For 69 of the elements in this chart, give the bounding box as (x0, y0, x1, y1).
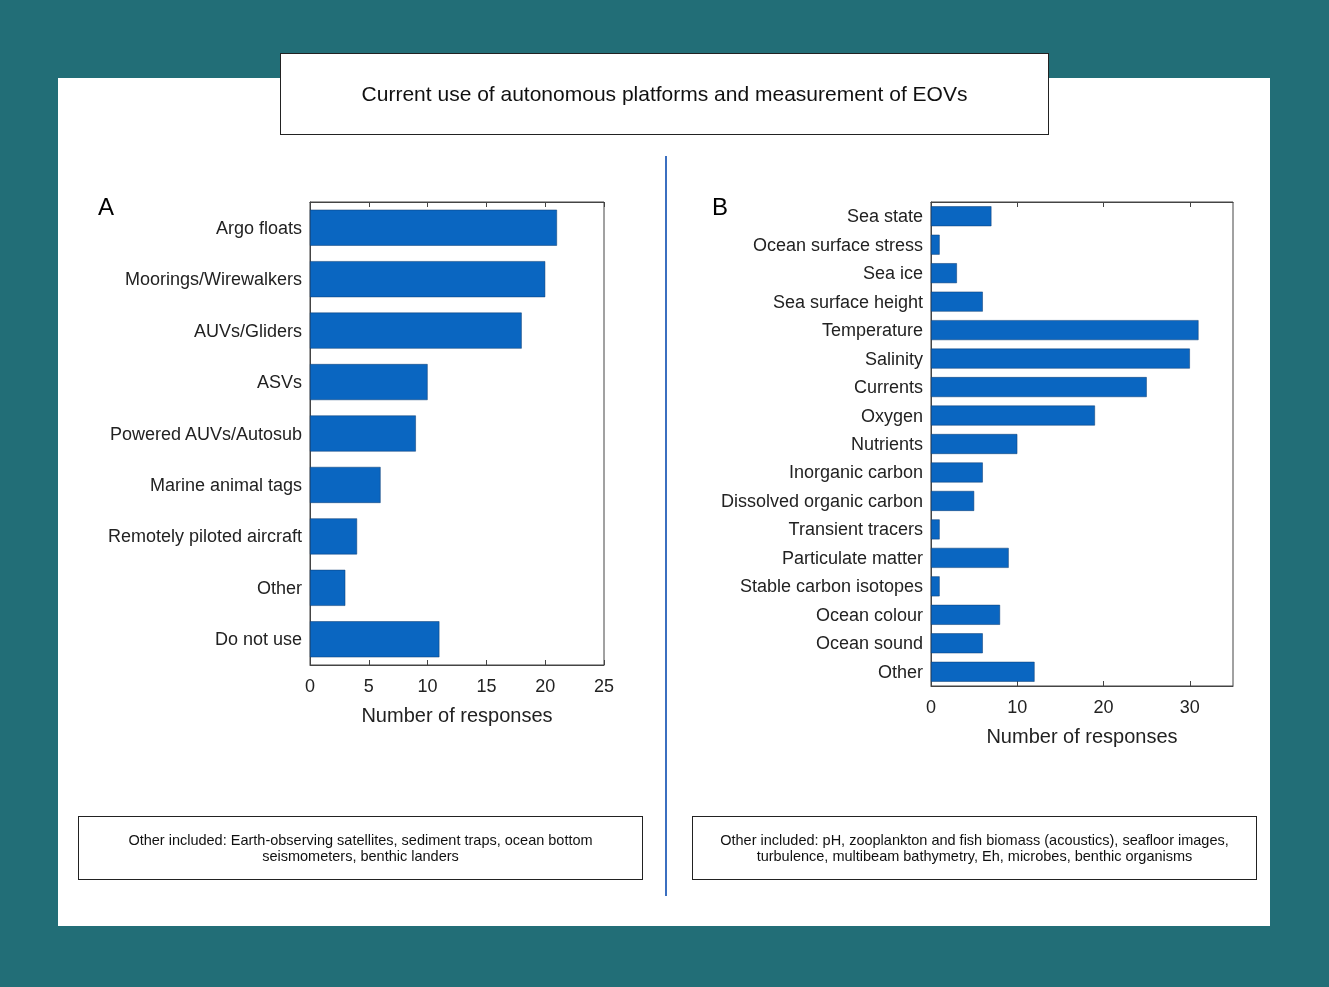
bar (310, 312, 522, 349)
bar (310, 466, 381, 503)
bar (931, 291, 983, 312)
bar (931, 434, 1018, 454)
bar (931, 604, 1001, 625)
bar (931, 320, 1199, 341)
y-tick-label: Other (877, 661, 923, 682)
y-tick-label: Currents (853, 377, 923, 398)
x-axis-title: Number of responses (361, 704, 553, 726)
bar (931, 206, 992, 227)
y-tick-label: Salinity (864, 348, 923, 369)
bar (310, 518, 358, 555)
bar (931, 633, 983, 654)
y-tick-label: Other (256, 577, 302, 598)
bar (931, 263, 957, 284)
y-tick-label: Temperature (821, 320, 923, 341)
text: B (712, 192, 729, 220)
y-tick-label: Sea surface height (772, 291, 923, 312)
bar (931, 462, 983, 483)
bar (310, 621, 440, 658)
bar (931, 661, 1035, 682)
y-tick-label: Do not use (214, 629, 302, 650)
x-axis-title: Number of responses (986, 725, 1178, 747)
y-tick-label: Argo floats (215, 217, 302, 238)
x-tick-label: 10 (1007, 697, 1028, 717)
bar (931, 576, 940, 597)
y-tick-label: Ocean sound (815, 633, 923, 654)
y-tick-label: ASVs (256, 372, 302, 393)
text: Current use of autonomous platforms and measurement of EOVs (280, 53, 1049, 135)
x-tick-label: 20 (535, 676, 556, 696)
x-tick-label: 20 (1093, 697, 1114, 717)
y-tick-label: Stable carbon isotopes (739, 576, 923, 597)
bar (931, 348, 1190, 369)
bar (931, 405, 1095, 426)
x-tick-label: 30 (1179, 697, 1200, 717)
bar (310, 415, 416, 452)
bar (931, 377, 1147, 398)
x-tick-label: 15 (476, 676, 497, 696)
y-tick-label: Remotely piloted aircraft (107, 526, 302, 547)
x-tick-label: 0 (925, 697, 937, 717)
bar (931, 519, 940, 540)
x-tick-label: 25 (593, 676, 615, 696)
x-tick-label: 0 (304, 676, 316, 696)
y-tick-label: Inorganic carbon (788, 462, 923, 483)
y-tick-label: Marine animal tags (149, 474, 302, 495)
bar (931, 234, 940, 255)
y-tick-label: Ocean colour (815, 604, 923, 625)
y-tick-label: Oxygen (860, 405, 923, 426)
bar (310, 261, 546, 298)
x-tick-label: 5 (363, 676, 374, 696)
bar (310, 209, 557, 246)
y-tick-label: Nutrients (850, 434, 923, 454)
text: A (98, 192, 115, 220)
y-tick-label: Moorings/Wirewalkers (124, 269, 302, 290)
y-tick-label: Particulate matter (781, 547, 923, 568)
y-tick-label: AUVs/Gliders (193, 320, 302, 341)
bar (310, 364, 428, 401)
y-tick-label: Transient tracers (788, 519, 923, 540)
y-tick-label: Ocean surface stress (752, 234, 923, 255)
x-tick-label: 10 (417, 676, 438, 696)
y-tick-label: Powered AUVs/Autosub (109, 423, 302, 444)
y-tick-label: Sea state (846, 206, 923, 227)
text: Other included: pH, zooplankton and fish biomass (acoustics), seafloor images, turbulence, multibeam bathymetry, Eh, microbes, benthic organisms (692, 816, 1257, 880)
bar (310, 569, 346, 606)
y-tick-label: Dissolved organic carbon (720, 490, 923, 511)
y-tick-label: Sea ice (862, 263, 923, 284)
text: Other included: Earth-observing satellites, sediment traps, ocean bottom seismometers, benthic landers (78, 816, 643, 880)
bar (931, 490, 975, 511)
bar (931, 547, 1009, 568)
